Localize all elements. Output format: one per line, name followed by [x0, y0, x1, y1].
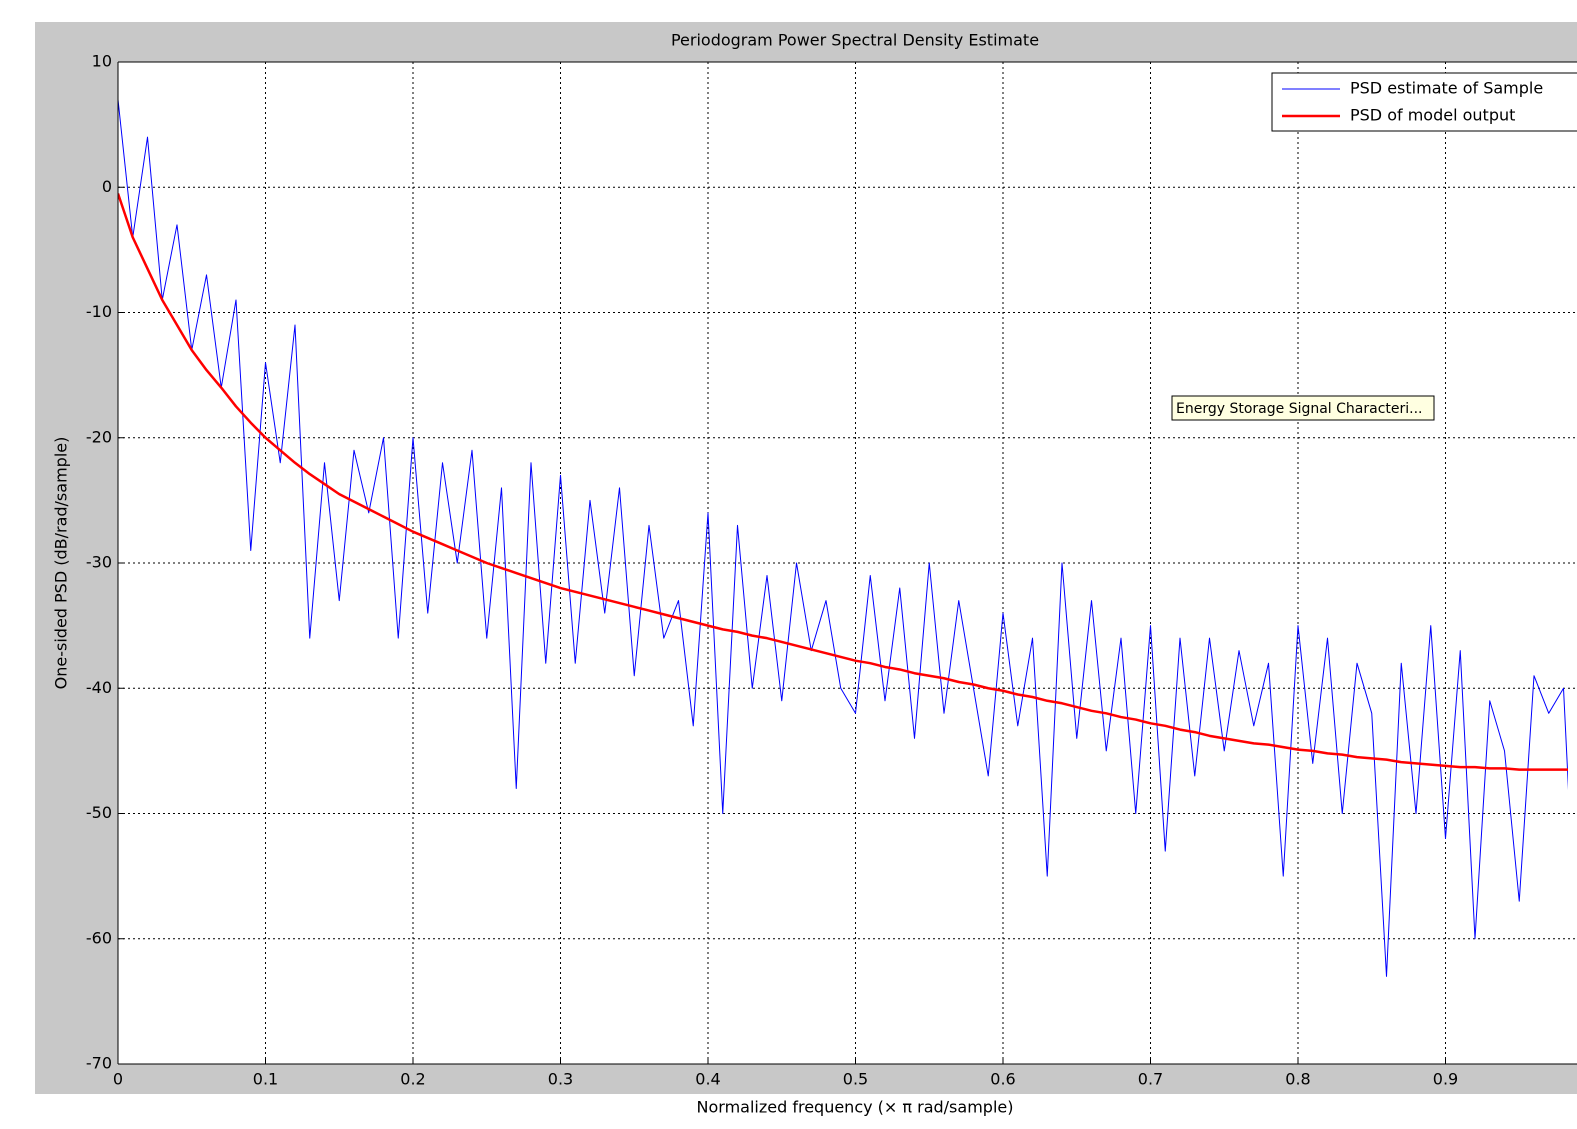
y-tick-label: -20 [86, 427, 112, 446]
y-tick-label: 10 [92, 52, 112, 71]
tooltip-box [1171, 395, 1435, 421]
y-tick-label: 0 [102, 177, 112, 196]
x-tick-label: 0.7 [1138, 1070, 1163, 1089]
x-tick-label: 0.3 [548, 1070, 573, 1089]
x-tick-label: 0 [113, 1070, 123, 1089]
x-tick-label: 0.6 [990, 1070, 1015, 1089]
series-line [118, 99, 1568, 977]
x-tick-label: 0.8 [1285, 1070, 1310, 1089]
y-tick-label: -10 [86, 302, 112, 321]
x-tick-label: 0.2 [400, 1070, 425, 1089]
y-axis-label: One-sided PSD (dB/rad/sample) [52, 437, 71, 690]
tooltip-text: Energy Storage Signal Characteri... [1176, 401, 1423, 417]
y-tick-label: -40 [86, 678, 112, 697]
legend: PSD estimate of Sample PSD of model outpu… [1271, 72, 1577, 132]
y-tick-label: -50 [86, 803, 112, 822]
x-tick-label: 0.5 [843, 1070, 868, 1089]
y-tick-label: -70 [86, 1054, 112, 1073]
x-axis-label: Normalized frequency (× π rad/sample) [697, 1098, 1014, 1117]
x-tick-label: 0.1 [253, 1070, 278, 1089]
y-tick-label: -30 [86, 553, 112, 572]
series-line [118, 193, 1568, 771]
y-tick-label: -60 [86, 928, 112, 947]
legend-box [1271, 72, 1577, 132]
plot-lines [118, 99, 1568, 977]
chart-title: Periodogram Power Spectral Density Estim… [671, 31, 1039, 50]
x-tick-label: 0.9 [1433, 1070, 1458, 1089]
legend-label: PSD of model output [1350, 106, 1515, 125]
legend-label: PSD estimate of Sample [1350, 79, 1543, 98]
x-tick-label: 0.4 [695, 1070, 720, 1089]
